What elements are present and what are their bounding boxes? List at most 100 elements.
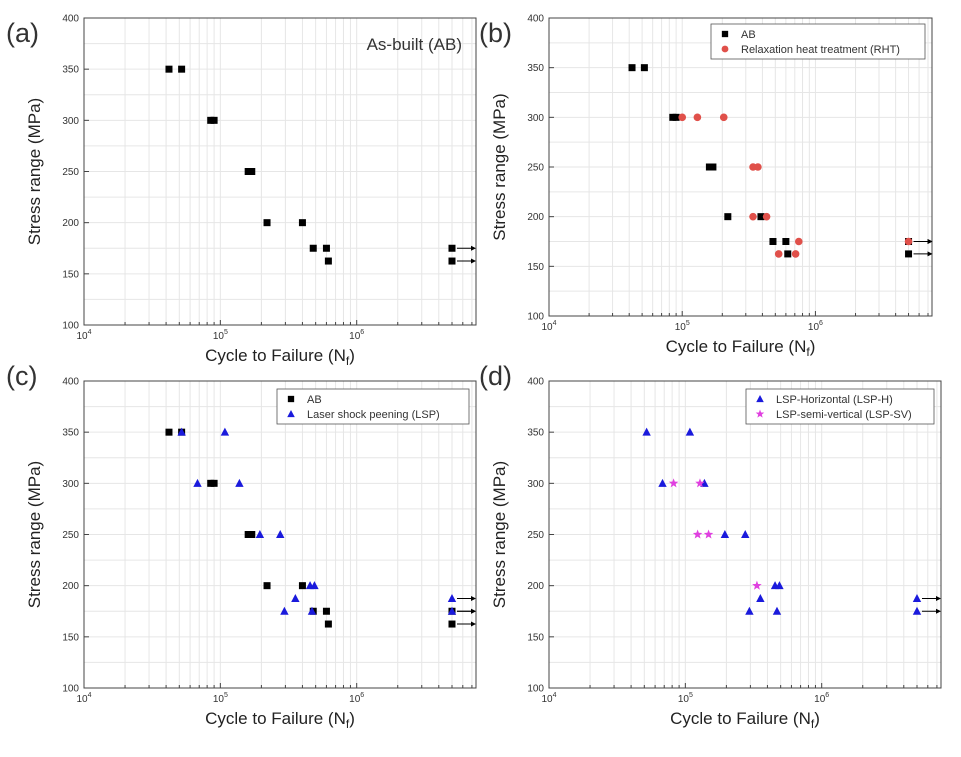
data-point-triangle bbox=[772, 606, 782, 615]
series-0 bbox=[628, 64, 933, 258]
data-point-triangle bbox=[235, 478, 244, 487]
runout-arrow-head bbox=[935, 595, 941, 601]
data-point-square bbox=[724, 213, 732, 221]
data-point-square bbox=[324, 257, 332, 265]
data-point-triangle bbox=[291, 593, 300, 602]
data-point-triangle bbox=[177, 427, 186, 436]
data-point-square bbox=[322, 244, 330, 252]
series-0 bbox=[165, 65, 476, 265]
data-point-square bbox=[769, 238, 777, 245]
data-point-square bbox=[322, 607, 330, 615]
series-1 bbox=[177, 427, 476, 615]
data-point-star bbox=[668, 478, 679, 488]
legend-entry-label: Laser shock peening (LSP) bbox=[307, 409, 440, 421]
x-tick-label: 104 bbox=[541, 320, 556, 333]
data-point-square bbox=[309, 244, 317, 252]
y-tick-label: 150 bbox=[527, 262, 544, 273]
x-tick-label: 106 bbox=[814, 692, 829, 705]
data-point-triangle bbox=[741, 530, 750, 538]
y-tick-label: 250 bbox=[527, 530, 544, 541]
data-point-square bbox=[210, 116, 218, 124]
y-tick-label: 400 bbox=[62, 14, 79, 25]
chart-panel-c: (c) 100 150 200 250 300 350 400 104 105 106 Cycle t… bbox=[6, 361, 477, 731]
legend-entry-label: LSP-semi-vertical (LSP-SV) bbox=[776, 409, 912, 421]
data-point-circle bbox=[754, 163, 762, 171]
data-point-triangle bbox=[756, 394, 764, 403]
panel-label-a: (a) bbox=[6, 18, 39, 48]
data-point-triangle bbox=[912, 606, 922, 615]
x-tick-label: 105 bbox=[213, 329, 228, 342]
y-tick-label: 100 bbox=[62, 321, 79, 332]
data-point-triangle bbox=[307, 606, 317, 615]
data-point-circle bbox=[791, 250, 800, 258]
legend: LSP-Horizontal (LSP-H) LSP-semi-vertical … bbox=[745, 388, 935, 425]
data-point-star bbox=[695, 478, 705, 488]
data-point-square bbox=[165, 428, 173, 436]
data-point-star bbox=[703, 529, 714, 539]
data-point-triangle bbox=[280, 606, 289, 615]
data-point-square bbox=[628, 64, 636, 72]
x-axis-title: Cycle to Failure (Nf) bbox=[670, 709, 820, 731]
runout-arrow-head bbox=[470, 258, 476, 264]
data-point-triangle bbox=[276, 530, 285, 538]
data-point-square bbox=[263, 582, 271, 590]
data-point-square bbox=[448, 257, 456, 265]
data-point-square bbox=[448, 620, 456, 628]
y-tick-label: 300 bbox=[62, 479, 79, 490]
x-tick-label: 105 bbox=[213, 692, 228, 705]
data-point-star bbox=[692, 529, 703, 539]
data-point-triangle bbox=[775, 581, 784, 590]
y-tick-label: 400 bbox=[62, 377, 79, 388]
legend-box bbox=[276, 388, 470, 425]
data-point-triangle bbox=[700, 478, 709, 487]
data-point-circle bbox=[774, 250, 783, 258]
gridlines bbox=[83, 17, 476, 326]
y-tick-label: 250 bbox=[62, 167, 79, 178]
y-tick-label: 200 bbox=[62, 581, 79, 592]
data-point-star bbox=[752, 580, 762, 590]
data-point-circle bbox=[693, 113, 702, 122]
data-point-square bbox=[721, 30, 729, 38]
legend-box bbox=[745, 388, 935, 425]
panel-label-c: (c) bbox=[6, 361, 37, 391]
data-point-circle bbox=[904, 237, 913, 246]
y-tick-label: 150 bbox=[62, 269, 79, 280]
series-0 bbox=[642, 427, 941, 615]
y-axis-title: Stress range (MPa) bbox=[490, 93, 509, 240]
y-tick-label: 250 bbox=[62, 530, 79, 541]
data-point-triangle bbox=[310, 581, 319, 590]
data-point-triangle bbox=[287, 409, 295, 418]
y-tick-label: 200 bbox=[62, 218, 79, 229]
data-point-square bbox=[324, 620, 332, 628]
y-tick-label: 300 bbox=[527, 113, 544, 124]
data-point-square bbox=[210, 479, 218, 487]
data-point-square bbox=[672, 113, 680, 121]
data-point-triangle bbox=[255, 530, 265, 538]
legend-entry-label: Relaxation heat treatment (RHT) bbox=[741, 44, 900, 56]
gridlines bbox=[548, 17, 932, 317]
panel-label-b: (b) bbox=[479, 18, 512, 48]
data-point-square bbox=[244, 168, 252, 175]
data-point-square bbox=[248, 168, 256, 175]
x-axis-title: Cycle to Failure (Nf) bbox=[205, 346, 355, 368]
runout-arrow-head bbox=[470, 621, 476, 627]
inset-title: As-built (AB) bbox=[367, 35, 462, 54]
runout-arrow-head bbox=[470, 245, 476, 251]
legend-entry-label: AB bbox=[741, 29, 756, 41]
chart-panel-d: (d) 100 150 200 250 300 350 400 104 105 106 Cycle t… bbox=[479, 361, 942, 731]
panel-label-d: (d) bbox=[479, 361, 512, 391]
data-point-square bbox=[782, 238, 790, 245]
legend: AB Laser shock peening (LSP) bbox=[276, 388, 470, 425]
x-tick-label: 104 bbox=[76, 329, 91, 342]
runout-arrow-head bbox=[470, 608, 476, 614]
y-tick-label: 400 bbox=[527, 377, 544, 388]
data-point-triangle bbox=[756, 593, 765, 602]
data-point-circle bbox=[719, 113, 728, 122]
legend-entry-label: AB bbox=[307, 394, 322, 406]
x-tick-label: 106 bbox=[349, 692, 364, 705]
legend: AB Relaxation heat treatment (RHT) bbox=[710, 23, 926, 60]
x-axis-title: Cycle to Failure (Nf) bbox=[205, 709, 355, 731]
y-tick-label: 200 bbox=[527, 581, 544, 592]
data-point-triangle bbox=[720, 530, 730, 538]
